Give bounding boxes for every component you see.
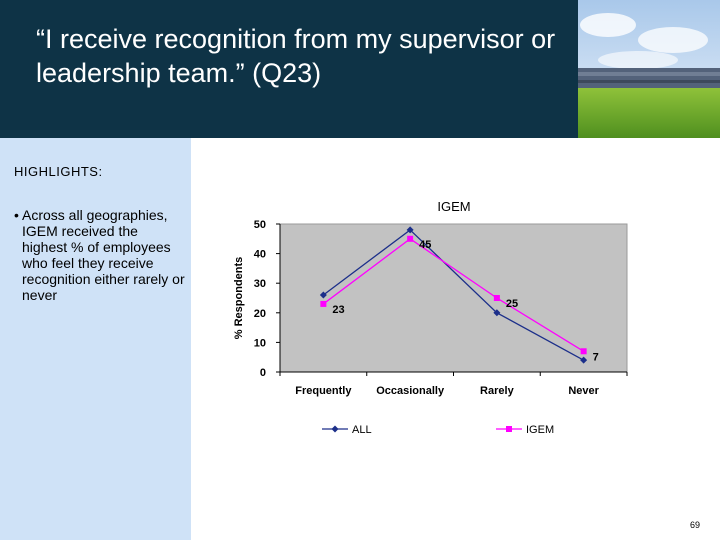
x-tick-label: Never [568,385,599,397]
recognition-line-chart: IGEM 0 10 20 30 40 50 % Respondents Frequently Oc… [233,199,628,436]
crowd-photo [578,0,720,138]
data-label: 23 [332,304,344,316]
chart-title: IGEM [437,199,470,214]
title-banner: “I receive recognition from my superviso… [0,0,578,138]
legend-label: IGEM [526,424,554,436]
data-point-all [406,226,414,234]
y-tick-label: 50 [254,219,266,231]
series-line-igem [322,238,584,352]
y-tick-label: 10 [254,337,266,349]
page-number: 69 [690,520,701,530]
plot-area [279,223,628,373]
y-tick-label: 30 [254,278,266,290]
x-tick-label: Frequently [295,385,352,397]
data-point-igem [320,300,327,307]
x-tick-label: Occasionally [376,385,445,397]
data-label: 7 [593,351,599,363]
highlight-text: Across all geographies, IGEM received th… [22,207,185,303]
highlight-bullet: • Across all geographies, IGEM received … [14,207,186,303]
highlights-heading: HIGHLIGHTS: [14,164,103,179]
slide-title: “I receive recognition from my superviso… [36,24,556,88]
y-tick-label: 20 [254,308,266,320]
y-tick-label: 0 [260,367,266,379]
data-label: 25 [506,298,518,310]
y-tick-label: 40 [254,249,266,261]
data-point-all [580,356,588,364]
legend-marker-igem [506,426,512,432]
x-tick-label: Rarely [480,385,515,397]
highlights-panel [0,138,191,540]
legend-label: ALL [352,424,372,436]
series-line-all [322,229,584,361]
data-point-igem [493,295,500,301]
data-label: 45 [419,239,431,251]
data-point-all [319,291,327,299]
data-point-all [493,309,501,317]
bullet-marker: • [14,207,19,223]
legend-marker-all [331,425,339,433]
y-axis-label: % Respondents [233,257,245,340]
data-point-igem [407,235,414,242]
data-point-igem [580,348,587,355]
